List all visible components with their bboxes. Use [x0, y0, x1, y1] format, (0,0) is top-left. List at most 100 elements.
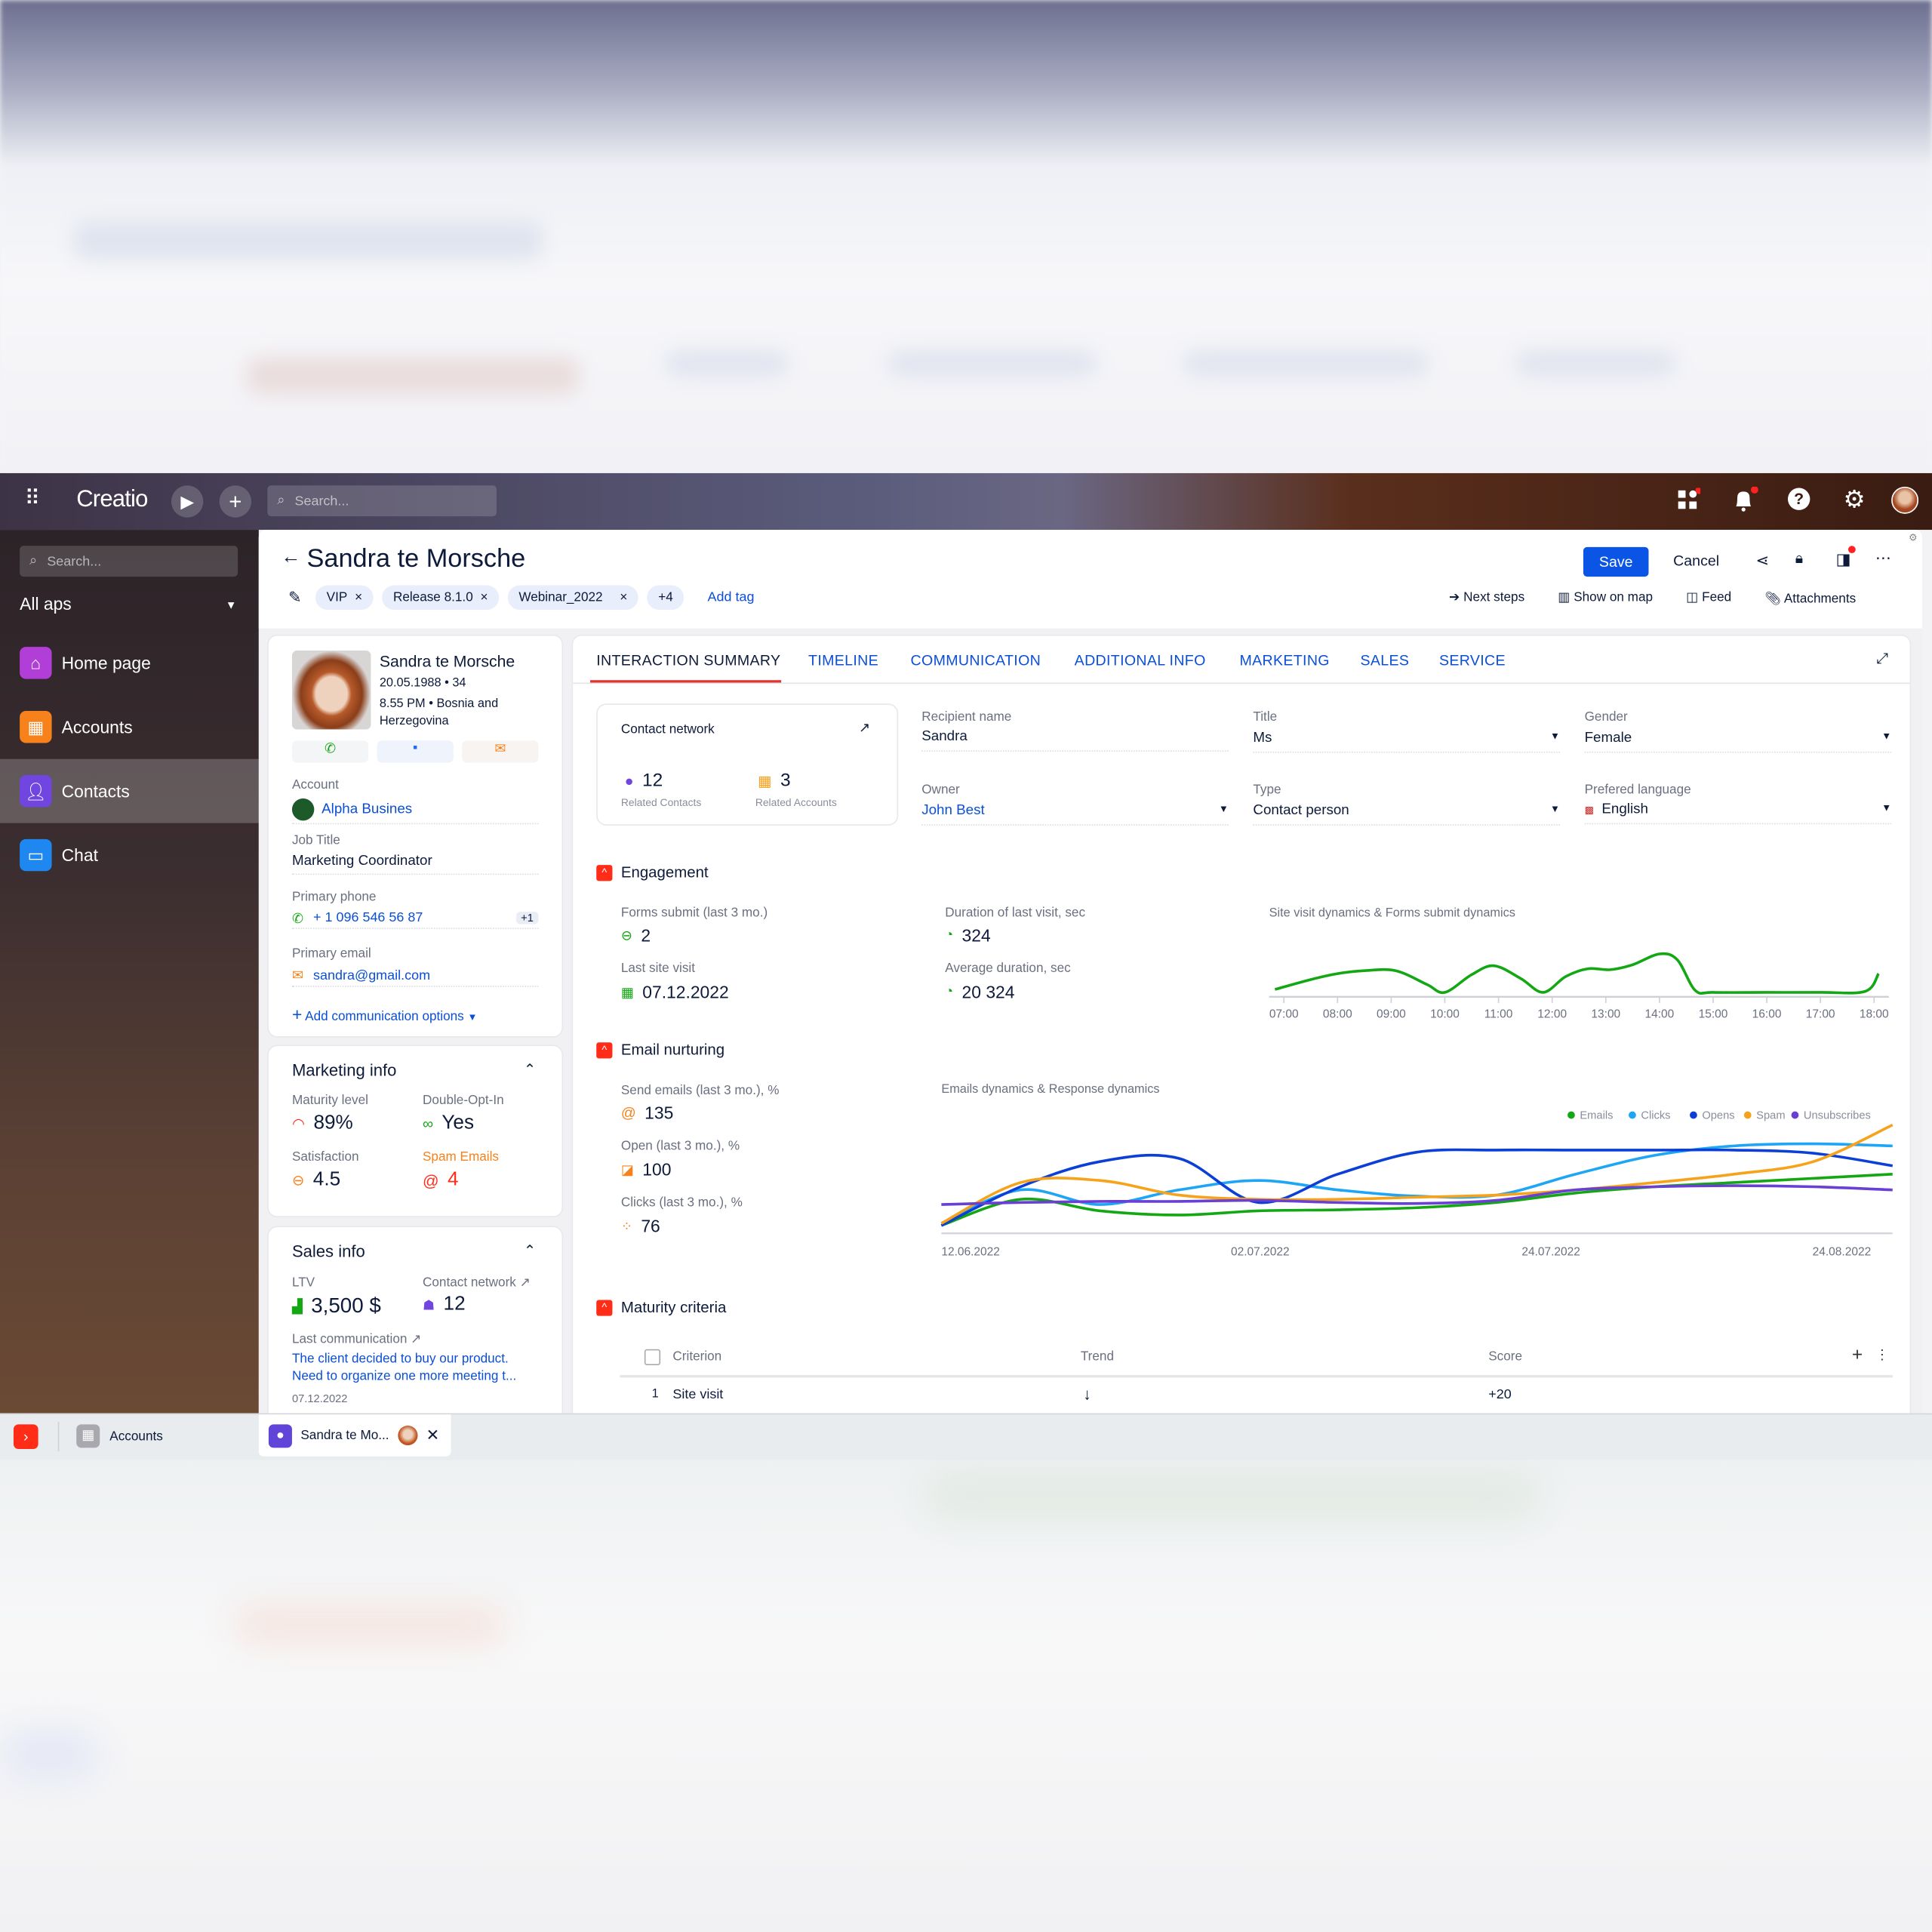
send-emails-label: Send emails (last 3 mo.), %	[620, 1083, 780, 1098]
pin-icon[interactable]: ⚙	[1908, 532, 1918, 543]
more-actions-icon[interactable]: ⋯	[1875, 548, 1892, 568]
creatio-home-icon[interactable]: ›	[13, 1424, 38, 1449]
remove-tag-icon[interactable]: ×	[620, 590, 628, 605]
owner-select[interactable]: John Best ▼	[921, 803, 1229, 826]
feed-icon: ◫	[1686, 590, 1699, 605]
attachments-button[interactable]: 📎︎ Attachments	[1764, 590, 1856, 607]
contact-network-label: Contact network ↗	[423, 1275, 531, 1291]
sidebar-search-input[interactable]: Search...	[47, 553, 102, 569]
taskbar-tab-accounts[interactable]: ▦ Accounts	[76, 1424, 163, 1448]
recipient-name-field[interactable]: Sandra	[921, 730, 1229, 752]
tag-pen-icon[interactable]: ✎	[288, 587, 302, 607]
remove-tag-icon[interactable]: ×	[355, 590, 363, 605]
related-contacts-count[interactable]: ● 12	[625, 770, 663, 791]
tag-chip[interactable]: Webinar_2022 ×	[507, 585, 639, 611]
gender-select[interactable]: Female ▼	[1584, 731, 1892, 753]
email-link[interactable]: sandra@gmail.com	[313, 968, 431, 983]
section-title: Email nurturing	[620, 1041, 725, 1059]
tab-marketing[interactable]: MARKETING	[1239, 651, 1330, 669]
notes-icon[interactable]: ◨	[1836, 546, 1856, 569]
tag-chip[interactable]: VIP ×	[315, 585, 374, 611]
tab-communication[interactable]: COMMUNICATION	[910, 651, 1041, 669]
table-row[interactable]: 1 Site visit ↓ +20	[620, 1380, 1893, 1412]
external-link-icon[interactable]: ↗	[858, 721, 871, 736]
tab-interaction-summary[interactable]: INTERACTION SUMMARY	[596, 651, 781, 669]
owner-link[interactable]: John Best	[921, 803, 985, 819]
job-title-value[interactable]: Marketing Coordinator	[291, 854, 539, 875]
feed-button[interactable]: ◫ Feed	[1686, 590, 1731, 606]
contact-network-box: Contact network ↗ ● 12 Related Contacts ▦…	[596, 703, 899, 826]
chat-button[interactable]: ▪	[377, 740, 454, 763]
add-tag-link[interactable]: Add tag	[707, 590, 755, 605]
column-options-icon[interactable]: ⋮	[1875, 1348, 1889, 1363]
column-header-score[interactable]: Score	[1488, 1349, 1523, 1364]
share-icon[interactable]: ⋖	[1755, 550, 1770, 570]
uk-flag-icon: ▩	[1584, 804, 1594, 816]
ltv-value: ▟ 3,500 $	[292, 1294, 381, 1318]
sidebar-item-contacts[interactable]: 👤︎ Contacts	[0, 758, 259, 823]
account-field: Alpha Busines	[291, 796, 539, 825]
apps-selector[interactable]: All aps ▼	[20, 594, 236, 614]
sidebar-item-chat[interactable]: ▭ Chat	[0, 823, 259, 888]
record-header: ← Sandra te Morsche ✎ VIP × Release 8.1.0…	[258, 530, 1922, 629]
tab-timeline[interactable]: TIMELINE	[808, 651, 879, 669]
column-header-trend[interactable]: Trend	[1080, 1349, 1114, 1364]
select-all-checkbox[interactable]	[644, 1349, 661, 1365]
save-button[interactable]: Save	[1583, 546, 1649, 577]
play-button[interactable]: ▶	[171, 485, 204, 518]
next-steps-button[interactable]: ➔ Next steps	[1449, 590, 1524, 606]
lock-icon[interactable]: 🔒︎	[1795, 549, 1804, 568]
add-button[interactable]: +	[219, 485, 252, 518]
more-tags-chip[interactable]: +4	[647, 585, 685, 611]
call-button[interactable]: ✆	[291, 740, 369, 763]
global-search[interactable]: ⌕ Search...	[267, 485, 497, 517]
phone-link[interactable]: + 1 096 546 56 87	[313, 910, 423, 926]
envelope-icon: ✉	[494, 741, 506, 757]
tag-label: VIP	[326, 590, 348, 605]
global-search-input[interactable]: Search...	[294, 493, 349, 509]
tag-chip[interactable]: Release 8.1.0 ×	[382, 585, 500, 611]
cancel-button[interactable]: Cancel	[1673, 552, 1720, 570]
language-value: English	[1601, 801, 1648, 817]
notifications-bell-icon[interactable]	[1731, 486, 1758, 520]
email-button[interactable]: ✉	[462, 740, 539, 763]
related-accounts-count[interactable]: ▦ 3	[758, 770, 791, 791]
collapse-chevron-up-icon[interactable]: ⌃	[523, 1241, 537, 1260]
sidebar-item-home-page[interactable]: ⌂ Home page	[0, 631, 259, 695]
help-icon[interactable]: ?	[1787, 488, 1810, 510]
sidebar-search[interactable]: ⌕ Search...	[20, 546, 238, 577]
tab-additional-info[interactable]: ADDITIONAL INFO	[1074, 651, 1206, 669]
external-link-icon[interactable]: ↗	[411, 1331, 422, 1347]
apps-icon[interactable]	[1675, 486, 1703, 519]
add-row-plus-icon[interactable]: +	[1851, 1344, 1863, 1365]
taskbar-tab-label: Sandra te Mo...	[300, 1428, 389, 1443]
collapse-chevron-up-icon[interactable]: ⌃	[523, 1060, 537, 1078]
tab-service[interactable]: SERVICE	[1438, 651, 1506, 669]
language-select[interactable]: ▩ English ▼	[1584, 801, 1892, 825]
tab-sales[interactable]: SALES	[1360, 651, 1410, 669]
app-grid-icon[interactable]: ⠿	[24, 486, 40, 510]
back-arrow-icon[interactable]: ←	[281, 546, 301, 568]
last-communication-link[interactable]: The client decided to buy our product. N…	[292, 1352, 516, 1385]
more-phones-badge[interactable]: +1	[515, 912, 539, 924]
engagement-section-header[interactable]: ^ Engagement	[596, 863, 709, 881]
add-communication-options[interactable]: + Add communication options ▼	[292, 1004, 478, 1024]
title-select[interactable]: Ms ▼	[1253, 731, 1560, 753]
maturity-criteria-section-header[interactable]: ^ Maturity criteria	[596, 1299, 726, 1316]
email-nurturing-section-header[interactable]: ^ Email nurturing	[596, 1041, 725, 1059]
close-tab-icon[interactable]: ✕	[426, 1425, 440, 1444]
taskbar-tab-contact[interactable]: ● Sandra te Mo... ✕	[258, 1414, 451, 1457]
related-accounts-label: Related Accounts	[755, 795, 837, 809]
settings-gear-icon[interactable]: ⚙	[1843, 486, 1866, 514]
remove-tag-icon[interactable]: ×	[480, 590, 488, 605]
type-select[interactable]: Contact person ▼	[1253, 803, 1560, 826]
user-avatar[interactable]	[1891, 486, 1919, 514]
show-on-map-button[interactable]: ▥ Show on map	[1558, 590, 1653, 606]
expand-icon[interactable]: ⤢	[1876, 649, 1889, 667]
external-link-icon[interactable]: ↗	[519, 1275, 531, 1291]
legend-label-clicks: Clicks	[1641, 1109, 1670, 1121]
column-header-criterion[interactable]: Criterion	[672, 1349, 722, 1364]
account-link[interactable]: Alpha Busines	[321, 801, 413, 817]
sidebar-item-accounts[interactable]: ▦ Accounts	[0, 695, 259, 759]
x-tick-label: 10:00	[1430, 1008, 1460, 1021]
